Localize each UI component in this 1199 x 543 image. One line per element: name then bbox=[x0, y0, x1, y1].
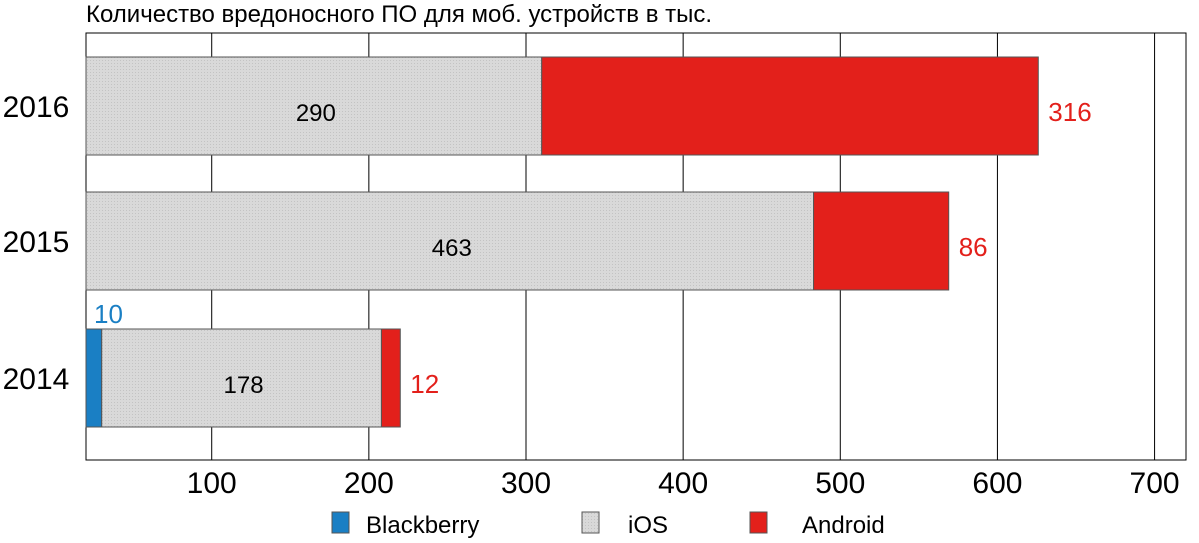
data-label: 12 bbox=[410, 369, 439, 399]
bar-android bbox=[813, 191, 950, 291]
data-label: 290 bbox=[296, 100, 336, 127]
x-tick-label: 600 bbox=[972, 467, 1022, 500]
bar-ios bbox=[85, 56, 543, 156]
category-label: 2016 bbox=[3, 91, 70, 124]
bar-android bbox=[380, 328, 401, 428]
data-label: 463 bbox=[432, 235, 472, 262]
data-label: 86 bbox=[959, 232, 988, 262]
data-label: 178 bbox=[224, 372, 264, 399]
legend-swatch-android bbox=[749, 511, 768, 534]
category-label: 2014 bbox=[3, 363, 70, 396]
legend: Blackberry iOS Android bbox=[331, 511, 885, 539]
legend-label: Blackberry bbox=[366, 512, 479, 539]
bar-ios bbox=[85, 191, 815, 291]
legend-label: Android bbox=[802, 512, 885, 539]
bar-ios bbox=[101, 328, 382, 428]
legend-swatch-blackberry bbox=[331, 511, 350, 534]
x-tick-label: 400 bbox=[658, 467, 708, 500]
bar-blackberry bbox=[85, 328, 103, 428]
x-tick-label: 700 bbox=[1130, 467, 1180, 500]
x-tick-label: 300 bbox=[501, 467, 551, 500]
x-tick-label: 200 bbox=[344, 467, 394, 500]
bars bbox=[85, 56, 1039, 428]
legend-swatch-ios bbox=[581, 511, 600, 534]
category-label: 2015 bbox=[3, 226, 70, 259]
labels: 100 200 300 400 500 600 700 2016 290 316 2015 463 86… bbox=[3, 91, 1180, 500]
chart-title: Количество вредоносного ПО для моб. устр… bbox=[86, 1, 712, 28]
legend-label: iOS bbox=[628, 512, 668, 539]
data-label: 316 bbox=[1048, 97, 1091, 127]
x-tick-label: 100 bbox=[187, 467, 237, 500]
bar-android bbox=[541, 56, 1039, 156]
data-label: 10 bbox=[94, 299, 123, 329]
x-tick-label: 500 bbox=[815, 467, 865, 500]
